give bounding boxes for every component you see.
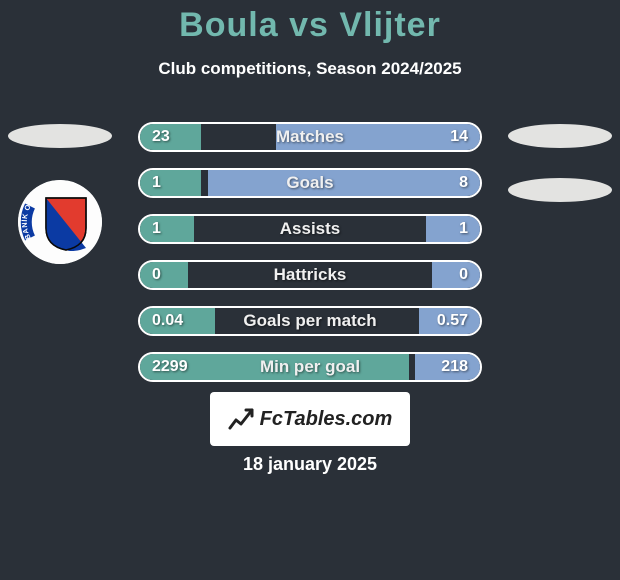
stat-row: 1 Assists 1 [138,214,482,244]
stat-value-right: 1 [459,220,468,238]
stat-value-left: 0 [152,266,161,284]
stat-fill-right [432,262,480,288]
stat-fill-left [140,170,201,196]
stat-value-right: 14 [450,128,468,146]
stat-label: Goals per match [243,311,376,331]
stat-value-left: 0.04 [152,312,183,330]
stat-label: Matches [276,127,344,147]
date-label: 18 january 2025 [243,454,377,475]
subtitle: Club competitions, Season 2024/2025 [0,59,620,79]
stat-row: 2299 Min per goal 218 [138,352,482,382]
stat-value-left: 1 [152,174,161,192]
footer-brand-text: FcTables.com [260,408,393,431]
stat-label: Min per goal [260,357,360,377]
stat-value-right: 8 [459,174,468,192]
stat-row: 0 Hattricks 0 [138,260,482,290]
stat-row: 1 Goals 8 [138,168,482,198]
club-badge-svg: BANÍK OSTRAVA [18,180,102,264]
stat-row: 0.04 Goals per match 0.57 [138,306,482,336]
player-left-logo-1 [8,124,112,148]
stats-container: 23 Matches 14 1 Goals 8 1 Assists 1 0 Hattricks 0 0.… [138,122,482,398]
stat-value-right: 218 [441,358,468,376]
footer-brand-logo: FcTables.com [210,392,410,446]
stat-fill-right [426,216,480,242]
chart-up-icon [228,406,254,432]
stat-fill-right [208,170,480,196]
stat-label: Assists [280,219,340,239]
stat-value-right: 0.57 [437,312,468,330]
player-right-logo-1 [508,124,612,148]
stat-fill-left [140,262,188,288]
stat-label: Hattricks [274,265,347,285]
stat-value-right: 0 [459,266,468,284]
stat-row: 23 Matches 14 [138,122,482,152]
player-right-logo-2 [508,178,612,202]
stat-label: Goals [286,173,333,193]
club-badge: BANÍK OSTRAVA [18,180,102,264]
stat-fill-left [140,124,201,150]
stat-value-left: 1 [152,220,161,238]
stat-value-left: 23 [152,128,170,146]
stat-value-left: 2299 [152,358,188,376]
page-title: Boula vs Vlijter [0,0,620,45]
stat-fill-left [140,216,194,242]
